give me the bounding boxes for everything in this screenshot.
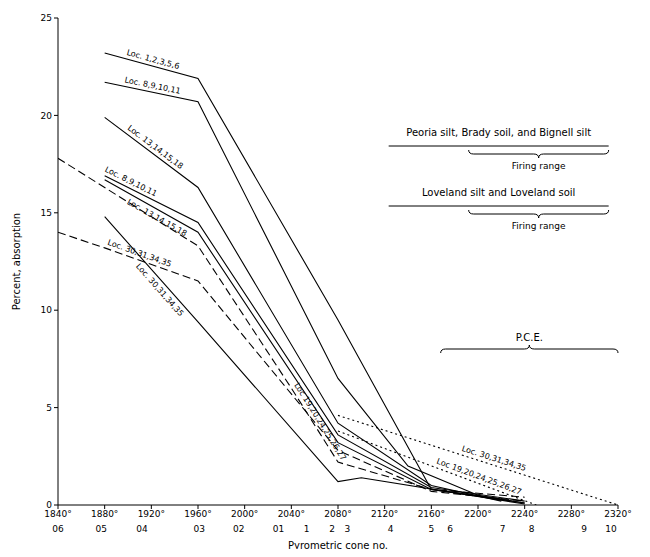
svg-text:8: 8 bbox=[529, 524, 535, 534]
svg-text:2: 2 bbox=[329, 524, 335, 534]
svg-text:2280°: 2280° bbox=[558, 509, 585, 519]
svg-text:0: 0 bbox=[46, 500, 52, 510]
svg-text:Loc 19,20,24,25,26,27: Loc 19,20,24,25,26,27 bbox=[292, 381, 348, 462]
svg-text:Loc. 30,31,34,35: Loc. 30,31,34,35 bbox=[134, 262, 185, 318]
svg-text:4: 4 bbox=[388, 524, 394, 534]
svg-text:Loc. 30,31,34,35: Loc. 30,31,34,35 bbox=[106, 238, 172, 269]
svg-text:Loc. 30,31,34,35: Loc. 30,31,34,35 bbox=[461, 444, 528, 473]
svg-text:1920°: 1920° bbox=[138, 509, 165, 519]
svg-text:2200°: 2200° bbox=[464, 509, 491, 519]
svg-text:Peoria silt, Brady soil, and B: Peoria silt, Brady soil, and Bignell sil… bbox=[406, 127, 591, 138]
svg-text:2120°: 2120° bbox=[371, 509, 398, 519]
svg-text:25: 25 bbox=[41, 13, 52, 23]
svg-text:Loc. 8,9,10,11: Loc. 8,9,10,11 bbox=[103, 165, 158, 199]
svg-text:Loc. 8,9,10,11: Loc. 8,9,10,11 bbox=[124, 75, 182, 95]
svg-text:01: 01 bbox=[273, 524, 284, 534]
svg-text:1: 1 bbox=[304, 524, 310, 534]
svg-text:10: 10 bbox=[605, 524, 617, 534]
svg-text:5: 5 bbox=[46, 403, 52, 413]
svg-text:6: 6 bbox=[447, 524, 453, 534]
svg-text:Loc. 13,14,15,18: Loc. 13,14,15,18 bbox=[126, 123, 185, 170]
svg-text:5: 5 bbox=[428, 524, 434, 534]
svg-text:03: 03 bbox=[193, 524, 204, 534]
svg-text:2040°: 2040° bbox=[278, 509, 305, 519]
svg-text:2000°: 2000° bbox=[231, 509, 258, 519]
svg-text:Loc. 13,14,15,18: Loc. 13,14,15,18 bbox=[126, 197, 189, 238]
svg-text:7: 7 bbox=[500, 524, 506, 534]
svg-text:9: 9 bbox=[581, 524, 587, 534]
svg-text:15: 15 bbox=[41, 208, 52, 218]
svg-text:10: 10 bbox=[41, 305, 53, 315]
svg-text:2320°: 2320° bbox=[604, 509, 631, 519]
svg-text:05: 05 bbox=[95, 524, 106, 534]
svg-text:2080°: 2080° bbox=[324, 509, 351, 519]
svg-text:1880°: 1880° bbox=[91, 509, 118, 519]
svg-text:02: 02 bbox=[233, 524, 244, 534]
svg-text:1840°: 1840° bbox=[44, 509, 71, 519]
svg-text:04: 04 bbox=[136, 524, 148, 534]
svg-text:3: 3 bbox=[344, 524, 350, 534]
svg-text:Loc. 1,2,3,5,6: Loc. 1,2,3,5,6 bbox=[126, 48, 181, 71]
svg-text:P.C.E.: P.C.E. bbox=[516, 332, 543, 343]
svg-text:Pyrometric cone no.: Pyrometric cone no. bbox=[288, 540, 388, 549]
svg-text:Loveland silt and Loveland soi: Loveland silt and Loveland soil bbox=[422, 187, 575, 198]
svg-text:Loc 19,20,24,25,26,27: Loc 19,20,24,25,26,27 bbox=[435, 457, 522, 497]
svg-text:2240°: 2240° bbox=[511, 509, 538, 519]
svg-text:Firing range: Firing range bbox=[512, 221, 566, 231]
svg-text:06: 06 bbox=[52, 524, 64, 534]
svg-text:Firing range: Firing range bbox=[512, 161, 566, 171]
svg-text:20: 20 bbox=[41, 111, 53, 121]
svg-text:1960°: 1960° bbox=[184, 509, 211, 519]
svg-text:Percent, absorption: Percent, absorption bbox=[11, 213, 22, 310]
svg-text:2160°: 2160° bbox=[418, 509, 445, 519]
